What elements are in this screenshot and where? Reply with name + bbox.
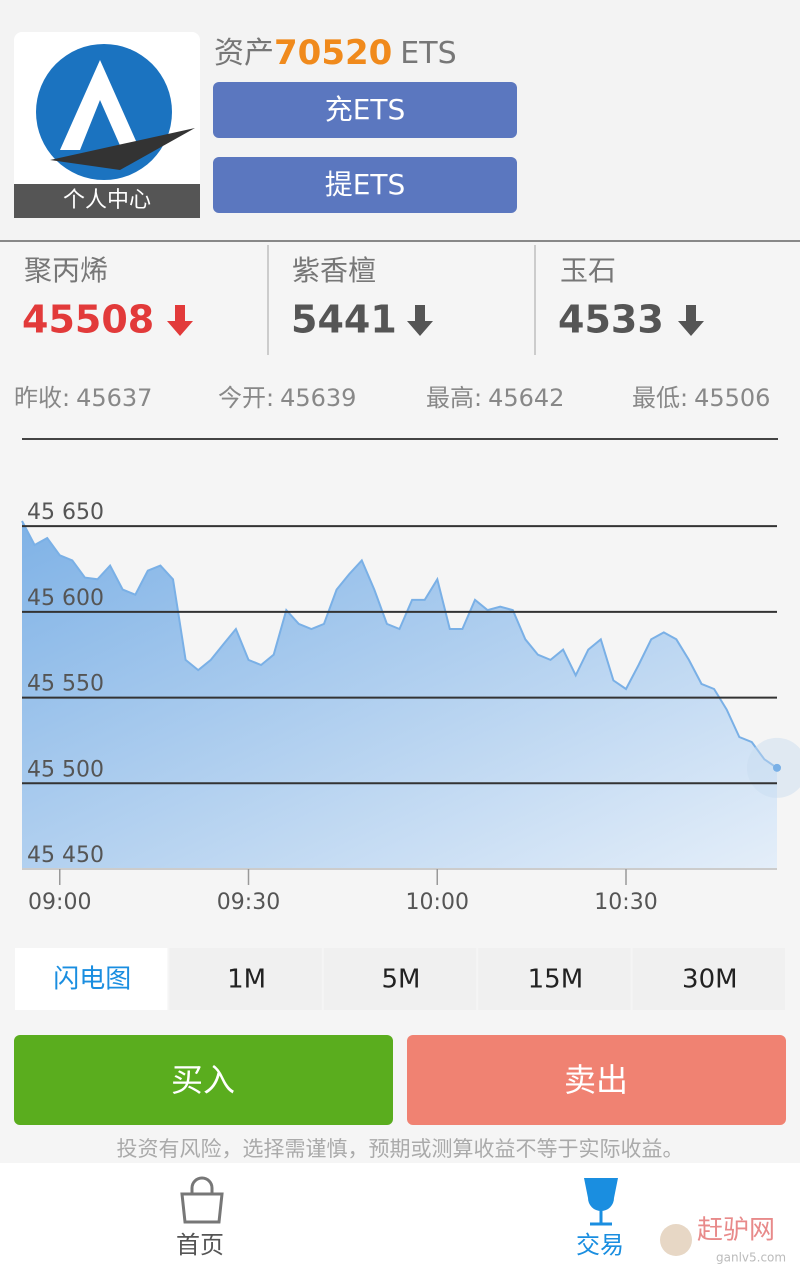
nav-home[interactable]: 首页 xyxy=(176,1176,224,1259)
y-tick-label: 45 500 xyxy=(27,757,104,782)
nav-label: 交易 xyxy=(576,1231,624,1259)
down-arrow xyxy=(407,305,433,336)
stat-label: 最高: xyxy=(426,384,482,412)
period-label: 15M xyxy=(528,965,584,995)
glass-icon xyxy=(584,1178,618,1211)
stat-value: 45506 xyxy=(694,384,770,412)
nav-trade[interactable]: 交易 xyxy=(576,1178,624,1259)
logo-a xyxy=(60,60,140,150)
stat: 最高: 45642 xyxy=(426,384,564,412)
period-tabs: 闪电图 1M 5M 15M 30M xyxy=(15,948,785,1010)
withdraw-button[interactable] xyxy=(213,157,517,213)
y-tick-label: 45 600 xyxy=(27,586,104,611)
withdraw-label: 提ETS xyxy=(325,168,406,201)
stat-value: 45642 xyxy=(488,384,564,412)
glass-stem xyxy=(590,1208,612,1226)
down-arrow xyxy=(678,305,704,336)
price-line xyxy=(21,520,778,769)
stat-label: 昨收: xyxy=(14,384,70,412)
asset-text: 资产70520 ETS xyxy=(214,33,457,73)
deposit-button[interactable] xyxy=(213,82,517,138)
last-point xyxy=(773,763,781,772)
period-label: 1M xyxy=(227,965,266,995)
bag-icon xyxy=(180,1176,224,1224)
stat-label: 最低: xyxy=(632,384,688,412)
period-label: 30M xyxy=(682,965,738,995)
watermark-brand: 赶驴网 xyxy=(697,1216,775,1246)
sell-label: 卖出 xyxy=(564,1061,628,1099)
avatar-band xyxy=(14,184,200,218)
watermark-logo xyxy=(660,1224,692,1256)
stat-value: 45637 xyxy=(76,384,152,412)
sell-button[interactable] xyxy=(407,1035,786,1125)
ticker-name: 玉石 xyxy=(560,254,616,287)
x-tick-label: 10:30 xyxy=(594,890,657,915)
y-tick-label: 45 450 xyxy=(27,843,104,868)
period-label: 闪电图 xyxy=(53,965,131,995)
ticker-name: 聚丙烯 xyxy=(24,254,108,287)
ticker-price: 4533 xyxy=(558,298,664,342)
period-tab[interactable] xyxy=(169,948,322,1010)
ticker[interactable]: 聚丙烯 45508 xyxy=(22,254,193,342)
disclaimer: 投资有风险，选择需谨慎，预期或测算收益不等于实际收益。 xyxy=(117,1137,684,1161)
period-label: 5M xyxy=(382,965,421,995)
deposit-label: 充ETS xyxy=(325,93,406,126)
ticker-price: 5441 xyxy=(291,298,397,342)
stat-label: 今开: xyxy=(218,384,274,412)
asset-label: 资产 xyxy=(214,36,274,71)
watermark-url: ganlv5.com xyxy=(716,1251,786,1265)
stat-value: 45639 xyxy=(280,384,356,412)
nav-label: 首页 xyxy=(176,1231,224,1259)
buy-label: 买入 xyxy=(171,1061,235,1099)
stats-row: 昨收: 45637 今开: 45639 最高: 45642 最低: 45506 xyxy=(14,384,770,412)
buy-button[interactable] xyxy=(14,1035,393,1125)
avatar[interactable]: 个人中心 xyxy=(14,32,200,218)
asset-value: 70520 xyxy=(274,33,392,73)
x-tick-label: 09:30 xyxy=(217,890,280,915)
period-tab[interactable] xyxy=(478,948,631,1010)
area-fill xyxy=(22,521,777,869)
ticker[interactable]: 紫香檀 5441 xyxy=(291,254,433,342)
down-arrow xyxy=(167,305,193,336)
asset-unit: ETS xyxy=(400,36,456,71)
period-tab[interactable] xyxy=(323,948,477,1010)
stat: 最低: 45506 xyxy=(632,384,770,412)
chart: 45 450 45 500 45 550 45 600 45 650 09:00 09:30… xyxy=(21,500,800,915)
logo-swoosh xyxy=(50,128,195,170)
y-tick-label: 45 550 xyxy=(27,672,104,697)
period-tab[interactable] xyxy=(632,948,785,1010)
x-tick-label: 09:00 xyxy=(28,890,91,915)
avatar-label: 个人中心 xyxy=(63,188,151,213)
x-tick-label: 10:00 xyxy=(406,890,469,915)
stat: 今开: 45639 xyxy=(218,384,356,412)
stat: 昨收: 45637 xyxy=(14,384,152,412)
y-tick-label: 45 650 xyxy=(27,500,104,525)
ticker-name: 紫香檀 xyxy=(292,254,376,287)
period-tab[interactable] xyxy=(15,948,168,1010)
ticker-price: 45508 xyxy=(22,298,154,342)
nav-bar xyxy=(0,1163,800,1273)
ticker[interactable]: 玉石 4533 xyxy=(558,254,704,342)
